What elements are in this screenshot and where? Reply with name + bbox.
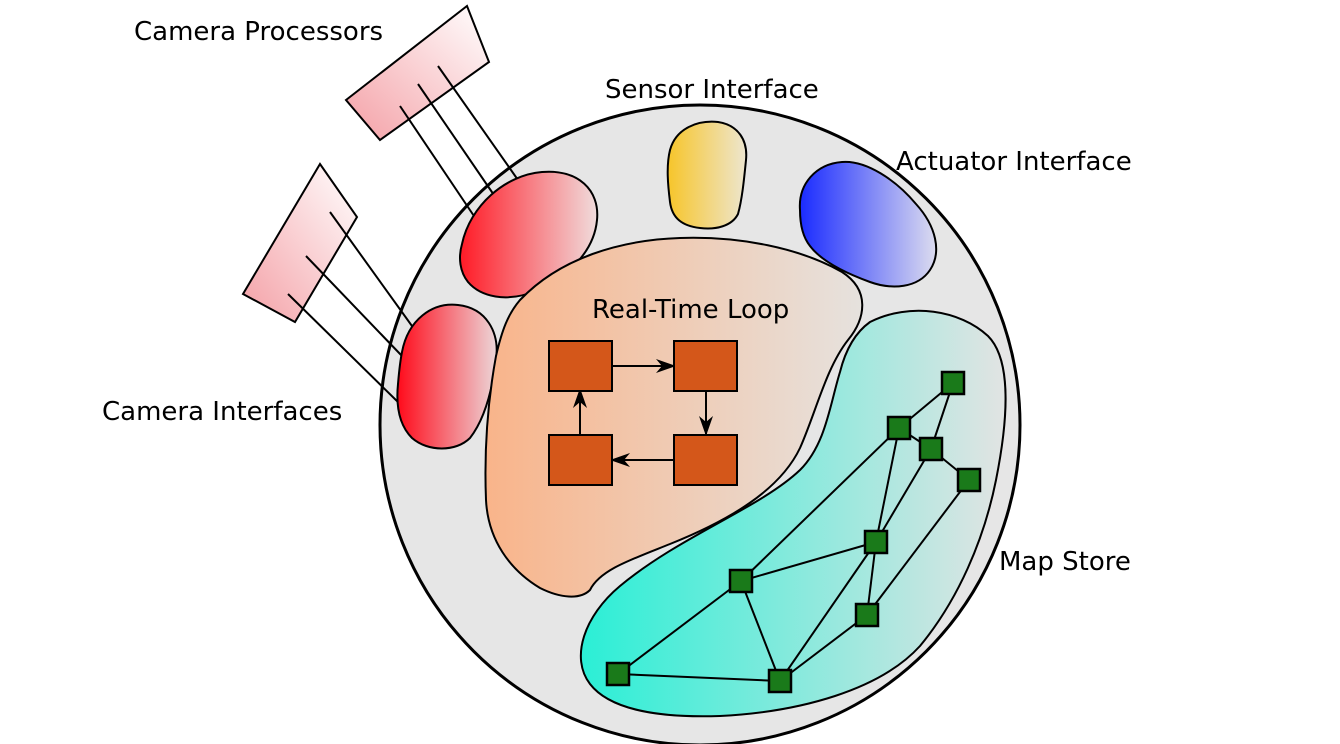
map-edge [779,541,877,682]
loop-box-bottom-left [548,434,613,486]
loop-box-top-right [673,340,738,392]
map-node [918,436,944,462]
label-real-time-loop: Real-Time Loop [592,295,789,325]
camera-processor-1 [344,4,491,142]
label-sensor-interface: Sensor Interface [605,75,819,105]
map-edge [866,479,970,616]
label-map-store: Map Store [999,547,1131,577]
map-node [854,602,880,628]
label-camera-processors: Camera Processors [134,17,383,47]
actuator-interface-blob [798,160,938,288]
map-graph-nodes [605,370,982,694]
map-edge [740,580,781,682]
camera-interface-2 [396,303,498,450]
map-node [940,370,966,396]
map-node [863,529,889,555]
map-node [767,668,793,694]
processor-connection-lines [287,65,519,405]
map-edge [617,580,742,675]
map-edge [617,673,781,682]
map-node [956,467,982,493]
camera-interface-1 [459,170,599,299]
map-edge [875,427,900,543]
loop-box-top-left [548,340,613,392]
sensor-interface-blob [666,120,748,230]
map-edge [740,541,877,582]
map-edge [740,427,900,582]
map-edge [875,448,932,543]
label-camera-interfaces: Camera Interfaces [102,397,342,427]
real-time-loop-region [484,236,864,598]
map-edge [779,614,868,682]
map-node [728,568,754,594]
map-node [605,661,631,687]
loop-box-bottom-right [673,434,738,486]
camera-processor-2 [241,162,359,324]
map-node [886,415,912,441]
map-store-region [579,309,1007,718]
label-actuator-interface: Actuator Interface [896,147,1132,177]
real-time-loop-cycle [548,340,738,486]
